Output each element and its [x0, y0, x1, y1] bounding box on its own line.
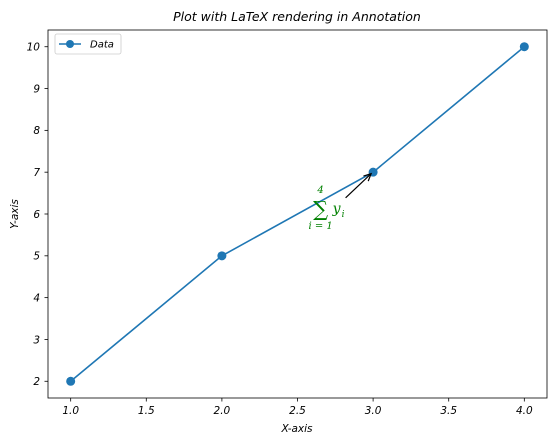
- x-tick-label: 3.5: [440, 405, 457, 417]
- y-tick-label: 7: [33, 167, 40, 179]
- data-point: [519, 42, 529, 52]
- annotation-term: y: [332, 201, 342, 217]
- y-axis-title: Y-axis: [9, 199, 21, 229]
- annotation-sum-lower: i = 1: [308, 221, 332, 232]
- y-tick-label: 9: [33, 83, 40, 95]
- data-point: [66, 376, 76, 386]
- x-tick-label: 2.0: [214, 405, 231, 417]
- y-tick-label: 3: [33, 334, 40, 346]
- annotation-arrow-shaft: [345, 173, 372, 199]
- chart-title: Plot with LaTeX rendering in Annotation: [173, 9, 421, 24]
- legend-box: [54, 33, 122, 55]
- annotation-sum-symbol: ∑: [313, 197, 328, 221]
- data-point: [217, 251, 227, 261]
- legend-marker-swatch: [66, 40, 74, 48]
- x-axis-title: X-axis: [280, 423, 313, 435]
- x-tick-label: 3.0: [365, 405, 382, 417]
- x-tick-label: 4.0: [516, 405, 533, 417]
- series-layer: [66, 42, 529, 386]
- y-tick-label: 6: [33, 209, 40, 221]
- y-tick-label: 8: [33, 125, 40, 137]
- series-line: [70, 46, 525, 382]
- legend: Data: [54, 33, 122, 55]
- axis-ticks: 1.0 1.5 2.0 2.5 3.0 3.5 4.0 2 3 4 5 6 7 8 9 10: [27, 42, 533, 417]
- y-tick-label: 2: [33, 376, 40, 388]
- x-tick-label: 2.5: [289, 405, 306, 417]
- plot-frame: [47, 29, 548, 399]
- y-tick-label: 4: [33, 292, 40, 304]
- x-tick-label: 1.5: [138, 405, 155, 417]
- annotation-term-subscript: i: [342, 210, 345, 220]
- y-tick-label: 5: [33, 251, 40, 263]
- annotation: 4∑i = 1y i: [308, 172, 373, 232]
- y-tick-label: 10: [27, 42, 41, 54]
- annotation-sum-upper: 4: [316, 185, 323, 196]
- legend-label-data: Data: [90, 40, 114, 51]
- x-tick-label: 1.0: [62, 405, 79, 417]
- annotation-arrow-head: [363, 172, 373, 182]
